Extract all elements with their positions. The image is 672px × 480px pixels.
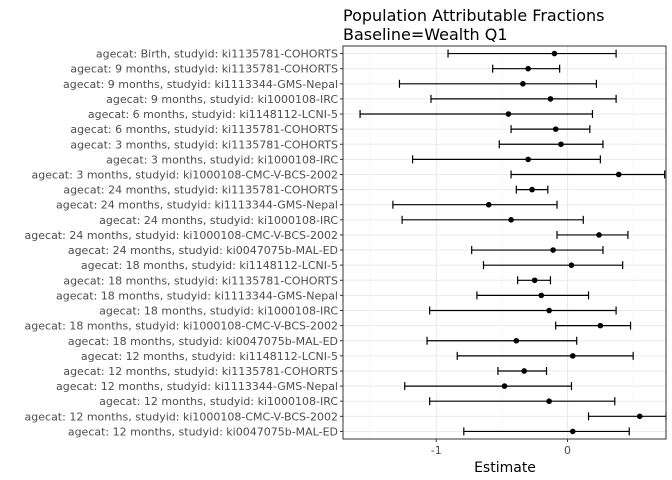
interval-row (556, 230, 629, 239)
interval-row (510, 125, 591, 134)
interval-row (482, 261, 624, 270)
interval-marks (359, 49, 667, 436)
interval-row (471, 246, 604, 255)
estimate-point (597, 322, 604, 329)
estimate-point (505, 111, 512, 117)
estimate-point (546, 398, 552, 405)
y-tick-label: agecat: 12 months, studyid: ki1135781-CO… (63, 365, 338, 378)
y-tick-label: agecat: 12 months, studyid: ki1000108-CM… (25, 410, 338, 423)
chart-title: Population Attributable Fractions (343, 6, 605, 25)
estimate-point (513, 337, 520, 344)
estimate-point (569, 428, 576, 435)
estimate-point (558, 141, 564, 148)
y-tick-label: agecat: 18 months, studyid: ki1000108-CM… (25, 320, 338, 333)
estimate-point (615, 171, 622, 178)
y-tick-label: agecat: 12 months, studyid: ki1148112-LC… (81, 350, 338, 363)
interval-row (476, 291, 590, 300)
chart-subtitle: Baseline=Wealth Q1 (343, 25, 508, 44)
x-tick-label: -1 (431, 444, 442, 457)
interval-row (426, 336, 578, 345)
estimate-point (525, 65, 531, 72)
estimate-point (521, 368, 527, 374)
y-tick-label: agecat: 12 months, studyid: ki0047075b-M… (68, 425, 338, 438)
y-tick-label: agecat: 24 months, studyid: ki0047075b-M… (68, 244, 338, 257)
minor-gridlines (370, 46, 634, 439)
estimate-point (551, 50, 558, 57)
interval-row (497, 366, 548, 375)
y-tick-label: agecat: 6 months, studyid: ki1135781-COH… (70, 123, 338, 136)
estimate-point (531, 277, 538, 284)
x-axis: -1 0 (431, 439, 571, 457)
plot-panel-background (343, 46, 666, 439)
estimate-point (550, 247, 556, 253)
interval-row (411, 155, 601, 164)
y-axis-ticks (340, 53, 343, 432)
estimate-point (538, 292, 545, 299)
y-tick-label: agecat: 24 months, studyid: ki1135781-CO… (63, 184, 338, 197)
estimate-point (546, 307, 552, 314)
estimate-point (568, 262, 575, 268)
interval-row (429, 397, 616, 406)
y-tick-label: agecat: 12 months, studyid: ki1000108-IR… (99, 395, 338, 408)
y-tick-label: agecat: 3 months, studyid: ki1000108-IRC (106, 153, 338, 166)
interval-row (555, 321, 632, 330)
y-tick-label: agecat: 9 months, studyid: ki1000108-IRC (106, 93, 338, 106)
y-tick-label: agecat: 18 months, studyid: ki1148112-LC… (81, 259, 338, 272)
y-axis-labels: agecat: Birth, studyid: ki1135781-COHORT… (25, 48, 339, 439)
interval-row (401, 215, 584, 224)
y-tick-label: agecat: Birth, studyid: ki1135781-COHORT… (96, 48, 338, 61)
interval-row (430, 94, 617, 103)
y-tick-label: agecat: 3 months, studyid: ki1135781-COH… (70, 138, 338, 151)
y-tick-label: agecat: 24 months, studyid: ki1000108-IR… (99, 214, 338, 227)
plot-panel-border (342, 45, 667, 440)
y-tick-label: agecat: 24 months, studyid: ki1000108-CM… (25, 229, 338, 242)
estimate-point (520, 80, 526, 87)
interval-row (404, 382, 573, 391)
estimate-point (547, 96, 554, 102)
y-tick-label: agecat: 9 months, studyid: ki1113344-GMS… (63, 78, 338, 91)
interval-row (517, 276, 552, 285)
interval-row (456, 351, 634, 360)
x-tick-label: 0 (564, 444, 571, 457)
y-tick-label: agecat: 3 months, studyid: ki1000108-CMC… (32, 168, 338, 181)
y-tick-label: agecat: 18 months, studyid: ki0047075b-M… (68, 335, 338, 348)
x-axis-title: Estimate (474, 460, 536, 476)
interval-row (359, 110, 594, 119)
interval-row (447, 49, 617, 58)
estimate-point (525, 156, 531, 163)
estimate-point (569, 353, 576, 359)
y-tick-label: agecat: 9 months, studyid: ki1135781-COH… (70, 63, 338, 76)
interval-row (392, 200, 558, 209)
estimate-point (636, 413, 643, 420)
interval-row (492, 64, 561, 73)
y-tick-label: agecat: 18 months, studyid: ki1135781-CO… (63, 274, 338, 287)
estimate-point (501, 383, 508, 389)
interval-row (463, 427, 630, 436)
y-tick-label: agecat: 18 months, studyid: ki1000108-IR… (99, 305, 338, 318)
y-tick-label: agecat: 18 months, studyid: ki1113344-GM… (56, 289, 338, 302)
estimate-point (552, 126, 559, 132)
interval-row (498, 140, 604, 149)
y-tick-label: agecat: 12 months, studyid: ki1113344-GM… (56, 380, 338, 393)
interval-row (429, 306, 617, 315)
interval-row (398, 79, 598, 88)
estimate-point (529, 186, 535, 193)
interval-row (515, 185, 549, 194)
estimate-point (485, 201, 492, 208)
interval-row (510, 170, 666, 179)
estimate-point (508, 217, 514, 223)
estimate-point (596, 232, 602, 238)
y-tick-label: agecat: 24 months, studyid: ki1113344-GM… (56, 199, 338, 212)
y-tick-label: agecat: 6 months, studyid: ki1148112-LCN… (88, 108, 338, 121)
